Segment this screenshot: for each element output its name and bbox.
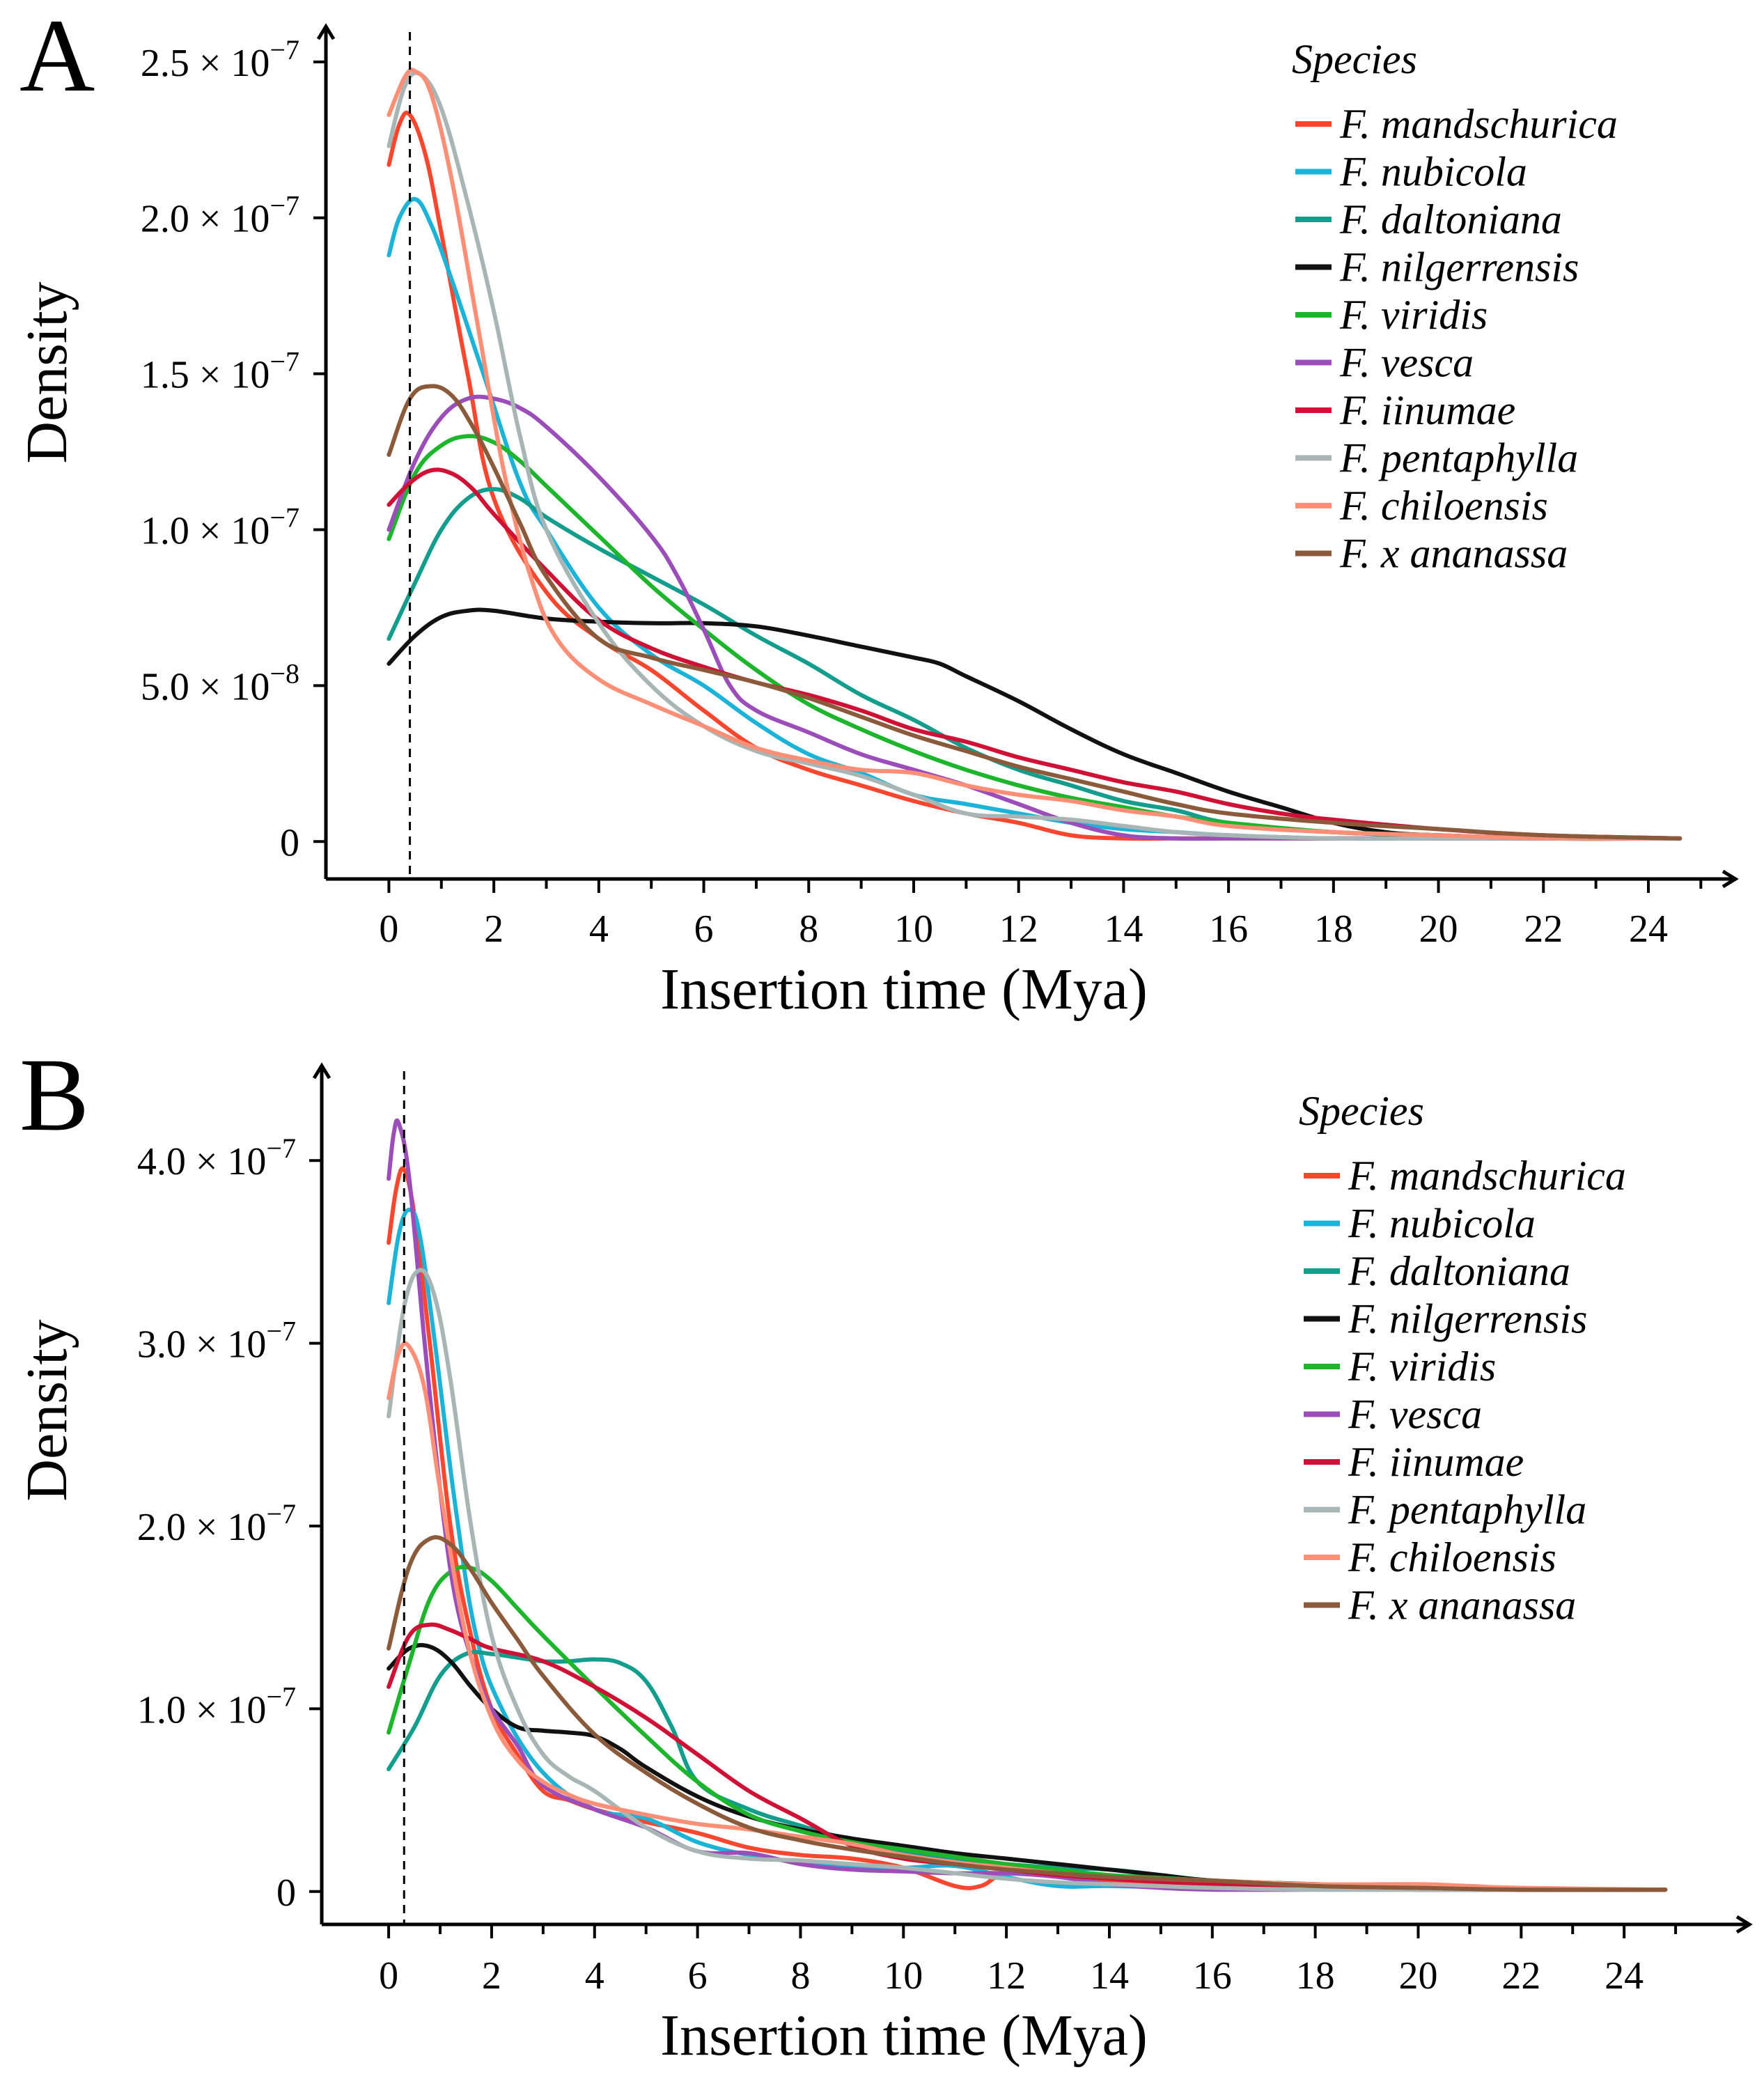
panel-b-x-tick-label: 0 bbox=[379, 1954, 398, 1998]
panel-a-legend-label: F. nilgerrensis bbox=[1339, 244, 1579, 290]
panel-a-x-axis-title: Insertion time (Mya) bbox=[660, 957, 1148, 1022]
panel-a-legend-label: F. nubicola bbox=[1339, 149, 1527, 195]
panel-a-x-tick-label: 8 bbox=[799, 908, 818, 951]
panel-b-x-axis-title: Insertion time (Mya) bbox=[660, 2003, 1148, 2068]
panel-b-series-x-ananassa bbox=[387, 1535, 1668, 1892]
panel-b-legend-label: F. chiloensis bbox=[1348, 1534, 1556, 1580]
panel-a-x-tick-label: 10 bbox=[894, 908, 933, 951]
panel-b-x-tick-label: 4 bbox=[585, 1954, 604, 1998]
panel-b-x-tick-label: 8 bbox=[790, 1954, 810, 1998]
panel-a-y-tick-label: 2.0 × 10−7 bbox=[141, 190, 299, 241]
panel-b-x-tick-label: 16 bbox=[1193, 1954, 1232, 1998]
panel-a-x-tick-label: 22 bbox=[1524, 908, 1563, 951]
panel-a-legend-label: F. iinumae bbox=[1339, 387, 1515, 433]
panel-b-y-tick-label: 0 bbox=[276, 1871, 296, 1915]
panel-b-series-iinumae bbox=[387, 1622, 1668, 1892]
panel-b-x-tick-label: 18 bbox=[1296, 1954, 1335, 1998]
panel-b-y-axis-title: Density bbox=[15, 1319, 79, 1501]
panel-b-x-tick-label: 14 bbox=[1090, 1954, 1129, 1998]
panel-a-y-axis-arrow bbox=[316, 23, 336, 40]
panel-b-legend-label: F. viridis bbox=[1348, 1344, 1496, 1390]
panel-a-x-tick-label: 16 bbox=[1209, 908, 1248, 951]
panel-b-y-axis-arrow bbox=[312, 1062, 331, 1080]
panel-letter-a: A bbox=[19, 0, 95, 114]
panel-b-x-tick-label: 22 bbox=[1501, 1954, 1540, 1998]
panel-a-x-tick-label: 24 bbox=[1629, 908, 1668, 951]
panel-a-series-iinumae bbox=[387, 467, 1683, 841]
panel-a-x-tick-label: 12 bbox=[999, 908, 1038, 951]
panel-b-x-tick-label: 24 bbox=[1605, 1954, 1644, 1998]
panel-a-y-axis-title: Density bbox=[15, 281, 79, 463]
panel-a-y-tick-label: 1.5 × 10−7 bbox=[141, 346, 299, 397]
panel-b-legend-label: F. nubicola bbox=[1348, 1201, 1536, 1247]
panel-a-x-tick-label: 0 bbox=[379, 908, 398, 951]
panel-b-x-axis-arrow bbox=[1735, 1915, 1753, 1934]
panel-a-x-tick-label: 2 bbox=[484, 908, 504, 951]
panel-b-legend-title: Species bbox=[1299, 1088, 1424, 1134]
panel-b-legend-label: F. vesca bbox=[1348, 1392, 1482, 1438]
panel-a-x-axis-arrow bbox=[1722, 869, 1739, 889]
panel-b-legend-label: F. daltoniana bbox=[1348, 1248, 1570, 1294]
panel-letter-b: B bbox=[19, 1037, 89, 1153]
panel-a-x-tick-label: 18 bbox=[1314, 908, 1353, 951]
panel-a-y-tick-label: 5.0 × 10−8 bbox=[141, 657, 299, 708]
panel-a-legend-label: F. x ananassa bbox=[1339, 531, 1568, 577]
panel-a-series-pentaphylla bbox=[387, 70, 1683, 841]
panel-b-x-tick-label: 12 bbox=[987, 1954, 1026, 1998]
panel-b-series-pentaphylla bbox=[387, 1268, 1668, 1892]
panel-a-y-tick-label: 0 bbox=[280, 821, 299, 864]
panel-a-legend-label: F. viridis bbox=[1339, 292, 1488, 338]
panel-b-y-tick-label: 2.0 × 10−7 bbox=[137, 1498, 296, 1549]
panel-b-y-tick-label: 4.0 × 10−7 bbox=[137, 1132, 296, 1183]
panel-b-y-tick-label: 3.0 × 10−7 bbox=[137, 1316, 296, 1367]
panel-b-x-tick-label: 2 bbox=[482, 1954, 501, 1998]
panel-b-legend-label: F. mandschurica bbox=[1348, 1153, 1626, 1199]
panel-a-x-tick-label: 4 bbox=[589, 908, 609, 951]
panel-a-y-tick-label: 2.5 × 10−7 bbox=[141, 34, 299, 85]
panel-b-legend-label: F. x ananassa bbox=[1348, 1582, 1576, 1628]
panel-b-series-daltoniana bbox=[387, 1649, 1668, 1892]
panel-a-legend-label: F. daltoniana bbox=[1339, 196, 1562, 242]
panel-a-x-tick-label: 14 bbox=[1104, 908, 1143, 951]
panel-b-plot bbox=[387, 1118, 1668, 1892]
panel-a-legend-title: Species bbox=[1292, 36, 1417, 82]
panel-a-x-tick-label: 6 bbox=[694, 908, 714, 951]
panel-b-y-tick-label: 1.0 × 10−7 bbox=[137, 1681, 296, 1731]
panel-a-series-x-ananassa bbox=[387, 384, 1683, 841]
panel-a-legend-label: F. mandschurica bbox=[1339, 101, 1618, 147]
panel-b-x-tick-label: 20 bbox=[1398, 1954, 1437, 1998]
panel-b-series-nilgerrensis bbox=[387, 1643, 1668, 1892]
panel-a-x-tick-label: 20 bbox=[1419, 908, 1458, 951]
panel-a-legend-label: F. chiloensis bbox=[1339, 483, 1548, 529]
panel-a-legend-label: F. vesca bbox=[1339, 340, 1474, 386]
panel-a-y-tick-label: 1.0 × 10−7 bbox=[141, 502, 299, 553]
panel-b-legend-label: F. iinumae bbox=[1348, 1439, 1524, 1485]
panel-b-x-tick-label: 6 bbox=[688, 1954, 708, 1998]
panel-b-legend-label: F. nilgerrensis bbox=[1348, 1296, 1587, 1342]
panel-a-plot bbox=[387, 68, 1683, 841]
panel-b-legend-label: F. pentaphylla bbox=[1348, 1487, 1586, 1533]
panel-b-x-tick-label: 10 bbox=[884, 1954, 923, 1998]
panel-a-legend-label: F. pentaphylla bbox=[1339, 435, 1578, 481]
panel-a-series-nilgerrensis bbox=[387, 607, 1683, 841]
panel-a-series-chiloensis bbox=[387, 68, 1683, 841]
